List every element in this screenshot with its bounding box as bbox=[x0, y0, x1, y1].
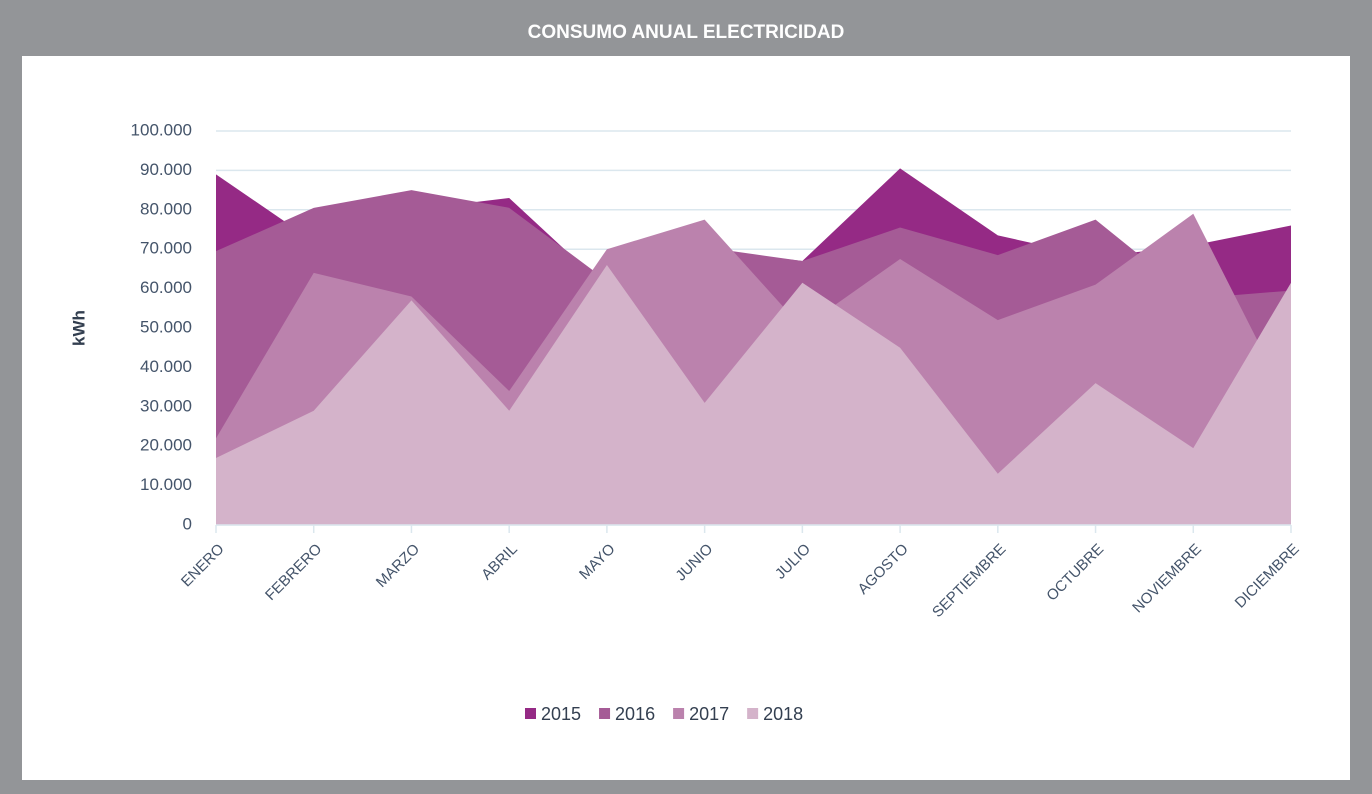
y-tick-label: 50.000 bbox=[140, 317, 192, 336]
y-tick-label: 0 bbox=[183, 514, 192, 533]
legend-swatch bbox=[599, 708, 611, 719]
legend-swatch bbox=[673, 708, 685, 719]
area bbox=[216, 264, 1291, 525]
y-tick-label: 90.000 bbox=[140, 160, 192, 179]
legend-label: 2016 bbox=[615, 704, 655, 724]
y-tick-label: 10.000 bbox=[140, 475, 192, 494]
legend-swatch bbox=[525, 708, 536, 719]
legend: 2015 2016 2017 2018 bbox=[525, 704, 803, 724]
legend-label: 2017 bbox=[689, 704, 729, 724]
y-tick-label: 60.000 bbox=[140, 278, 192, 297]
y-tick-label: 70.000 bbox=[140, 239, 192, 258]
legend-label: 2015 bbox=[541, 704, 581, 724]
y-tick-label: 40.000 bbox=[140, 357, 192, 376]
y-tick-label: 20.000 bbox=[140, 436, 192, 455]
y-tick-label: 80.000 bbox=[140, 199, 192, 218]
y-tick-label: 100.000 bbox=[131, 120, 192, 139]
chart-title: CONSUMO ANUAL ELECTRICIDAD bbox=[528, 22, 845, 43]
legend-label: 2018 bbox=[763, 704, 803, 724]
legend-swatch bbox=[747, 708, 759, 719]
y-tick-label: 30.000 bbox=[140, 396, 192, 415]
y-axis-label: kWh bbox=[69, 310, 88, 346]
